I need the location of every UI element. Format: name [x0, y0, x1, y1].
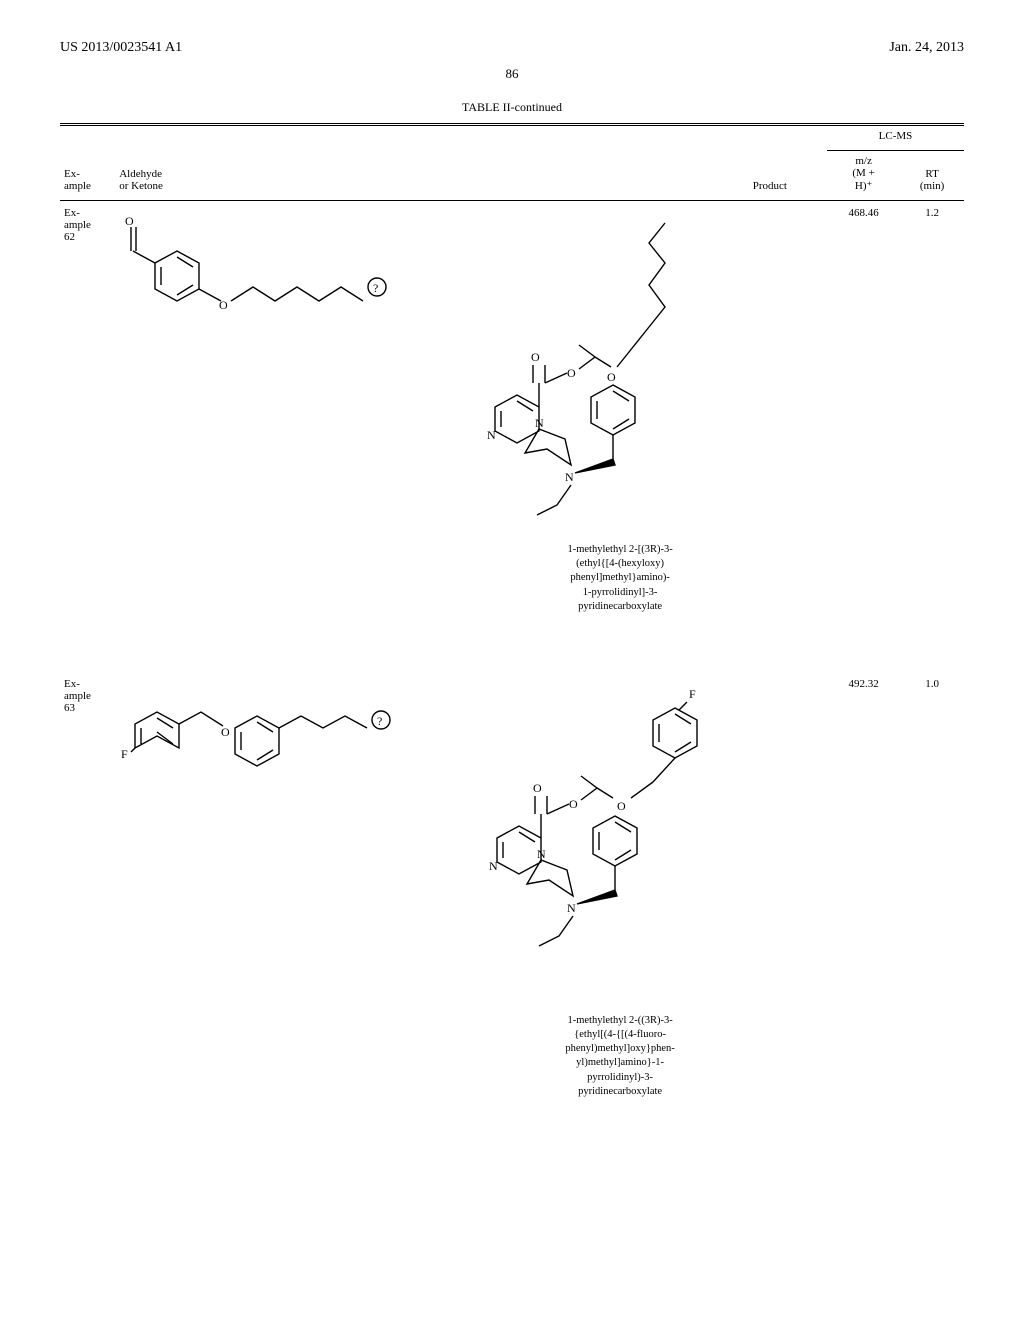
cell-mz: 468.46: [827, 201, 900, 620]
svg-text:N: N: [489, 859, 498, 873]
product-name: 1-methylethyl 2-[(3R)-3- (ethyl{[4-(hexy…: [417, 543, 823, 614]
svg-text:N: N: [565, 470, 574, 484]
cell-aldehyde-structure: O O: [115, 201, 413, 620]
cell-mz: 492.32: [827, 672, 900, 1105]
data-table: Ex- ample Aldehyde or Ketone Product LC-…: [60, 126, 964, 1105]
col-header-example: Ex- ample: [60, 126, 115, 200]
svg-text:O: O: [221, 725, 230, 739]
chemical-structure-icon: O O: [119, 207, 399, 327]
publication-date: Jan. 24, 2013: [889, 40, 964, 56]
svg-text:O: O: [219, 298, 228, 312]
svg-text:?: ?: [373, 281, 378, 295]
col-header-rt: RT (min): [900, 151, 964, 201]
cell-product: O N: [413, 201, 827, 620]
page-header: US 2013/0023541 A1 Jan. 24, 2013: [60, 40, 964, 56]
product-name: 1-methylethyl 2-((3R)-3- {ethyl[(4-{[(4-…: [417, 1014, 823, 1099]
cell-example-label: Ex- ample 63: [60, 672, 115, 1105]
chemical-structure-icon: F O: [119, 678, 409, 788]
row-spacer: [60, 620, 964, 672]
table-row: Ex- ample 63 F: [60, 672, 964, 1105]
svg-text:O: O: [533, 781, 542, 795]
svg-text:O: O: [531, 350, 540, 364]
svg-text:F: F: [121, 747, 128, 761]
chemical-structure-icon: F O: [417, 678, 747, 1008]
svg-text:O: O: [607, 370, 616, 384]
svg-text:O: O: [569, 797, 578, 811]
cell-product: F O: [413, 672, 827, 1105]
table-header: Ex- ample Aldehyde or Ketone Product LC-…: [60, 126, 964, 200]
svg-text:O: O: [125, 214, 134, 228]
chemical-structure-icon: O N: [417, 207, 737, 537]
cell-rt: 1.0: [900, 672, 964, 1105]
page-number: 86: [60, 66, 964, 82]
svg-text:N: N: [567, 901, 576, 915]
page: US 2013/0023541 A1 Jan. 24, 2013 86 TABL…: [0, 0, 1024, 1320]
svg-text:O: O: [567, 366, 576, 380]
table-row: Ex- ample 62 O: [60, 201, 964, 620]
patent-publication-number: US 2013/0023541 A1: [60, 40, 182, 56]
col-header-lcms-group: LC-MS: [827, 126, 964, 151]
col-header-mz: m/z (M + H)⁺: [827, 151, 900, 201]
svg-text:F: F: [689, 687, 696, 701]
col-header-product: Product: [413, 126, 827, 200]
svg-text:?: ?: [377, 714, 382, 728]
cell-rt: 1.2: [900, 201, 964, 620]
cell-example-label: Ex- ample 62: [60, 201, 115, 620]
svg-text:O: O: [617, 799, 626, 813]
cell-aldehyde-structure: F O: [115, 672, 413, 1105]
table-title: TABLE II-continued: [60, 100, 964, 115]
col-header-aldehyde-ketone: Aldehyde or Ketone: [115, 126, 413, 200]
svg-text:N: N: [487, 428, 496, 442]
